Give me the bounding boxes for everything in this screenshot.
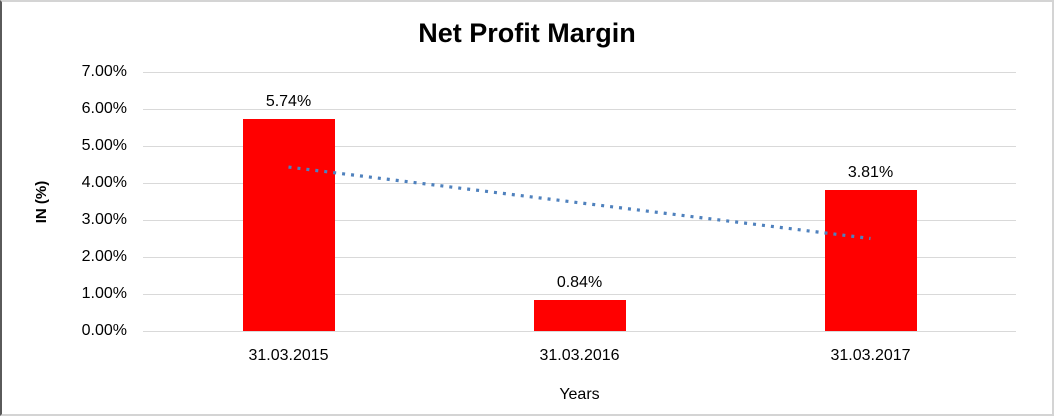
y-tick-label: 1.00% — [81, 285, 127, 302]
chart-title: Net Profit Margin — [418, 18, 636, 48]
data-label-2016: 0.84% — [556, 274, 603, 291]
gridline — [143, 331, 1016, 332]
y-tick-label: 3.00% — [81, 211, 127, 228]
bar-2015 — [242, 119, 335, 331]
y-tick-label: 0.00% — [81, 322, 127, 339]
y-tick-label: 7.00% — [81, 63, 127, 80]
category-label-2015: 31.03.2015 — [248, 347, 329, 364]
bar-2017 — [824, 190, 917, 331]
y-tick-label: 2.00% — [81, 248, 127, 265]
y-tick-labels: 7.00% 6.00% 5.00% 4.00% 3.00% 2.00% 1.00% 0.00% — [2, 2, 127, 414]
bar-2016 — [533, 300, 626, 331]
y-tick-label: 4.00% — [81, 174, 127, 191]
x-axis-title: Years — [559, 386, 600, 403]
y-tick-label: 6.00% — [81, 100, 127, 117]
data-label-2015: 5.74% — [265, 93, 312, 110]
category-label-2016: 31.03.2016 — [539, 347, 620, 364]
gridline — [143, 257, 1016, 258]
y-axis-title: IN (%) — [33, 180, 50, 224]
data-label-2017: 3.81% — [847, 164, 894, 181]
y-tick-label: 5.00% — [81, 137, 127, 154]
gridline — [143, 294, 1016, 295]
category-label-2017: 31.03.2017 — [830, 347, 911, 364]
gridline — [143, 72, 1016, 73]
gridline — [143, 109, 1016, 110]
gridline — [143, 146, 1016, 147]
